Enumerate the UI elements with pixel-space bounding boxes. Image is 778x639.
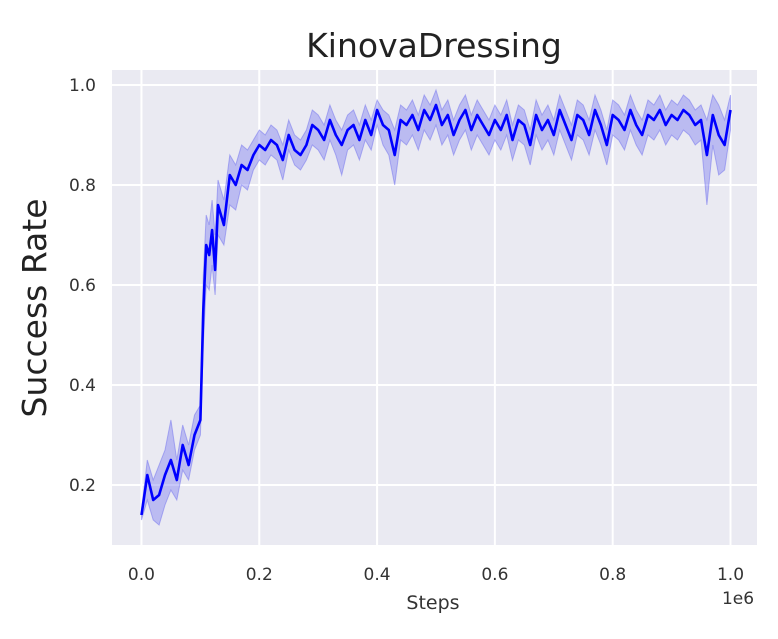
y-tick-label: 0.2: [69, 476, 96, 496]
grid-lines: [112, 70, 757, 545]
y-tick-label: 0.8: [69, 176, 96, 196]
x-axis-title: Steps: [406, 592, 459, 614]
x-tick-label: 0.4: [364, 565, 391, 585]
plot-area: [112, 70, 757, 545]
y-tick-label: 0.6: [69, 276, 96, 296]
x-axis-offset-label: 1e6: [722, 589, 754, 609]
y-tick-label: 1.0: [69, 76, 96, 96]
series-line: [140, 103, 732, 516]
series-band: [141, 88, 731, 526]
chart-title: KinovaDressing: [306, 26, 562, 65]
y-tick-labels: 0.2 0.4 0.6 0.8 1.0: [69, 76, 96, 496]
confidence-band: [141, 88, 731, 526]
x-tick-labels: 0.0 0.2 0.4 0.6 0.8 1.0: [128, 565, 744, 585]
x-tick-label: 0.8: [599, 565, 626, 585]
y-tick-label: 0.4: [69, 376, 96, 396]
x-tick-label: 1.0: [717, 565, 744, 585]
x-tick-label: 0.2: [246, 565, 273, 585]
x-tick-label: 0.6: [481, 565, 508, 585]
series-mean-line: [140, 103, 732, 516]
y-axis-title: Success Rate: [15, 199, 54, 418]
x-tick-label: 0.0: [128, 565, 155, 585]
